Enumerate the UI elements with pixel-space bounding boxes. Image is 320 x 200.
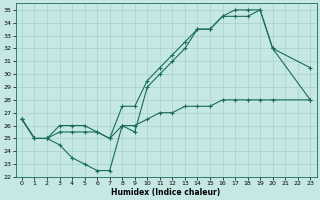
X-axis label: Humidex (Indice chaleur): Humidex (Indice chaleur) [111,188,221,197]
